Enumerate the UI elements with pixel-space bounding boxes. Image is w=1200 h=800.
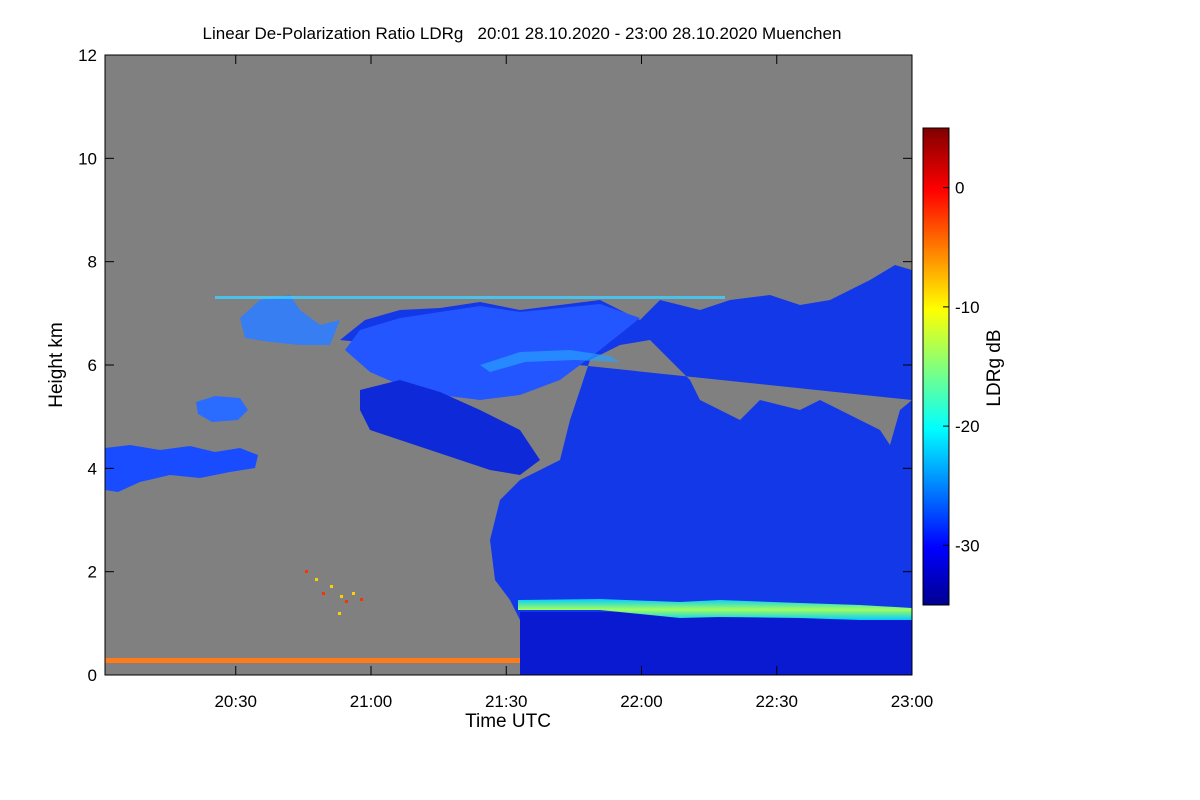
heatmap-cloud-upper-left <box>240 295 340 345</box>
colorbar-tick-label: -30 <box>955 536 980 555</box>
chart-title: Linear De-Polarization Ratio LDRg 20:01 … <box>203 24 842 43</box>
heatmap-aerosol-layer <box>105 658 525 663</box>
heatmap-boundary-layer <box>520 612 912 675</box>
plot-area <box>105 55 912 675</box>
heatmap-cloud-upper <box>345 304 640 400</box>
heatmap-cloud-left <box>105 445 258 492</box>
y-axis: 0 2 4 6 8 10 12 <box>78 46 912 685</box>
y-tick-label: 6 <box>88 356 97 375</box>
heatmap-layer-7km <box>215 296 725 299</box>
heatmap-depol-band <box>518 599 912 620</box>
y-tick-label: 2 <box>88 563 97 582</box>
heatmap-cloud-main <box>340 265 912 675</box>
heatmap-cloud-middle <box>360 380 540 475</box>
y-tick-label: 10 <box>78 149 97 168</box>
y-tick-label: 12 <box>78 46 97 65</box>
x-tick-label: 21:30 <box>485 692 528 711</box>
colorbar <box>922 127 950 606</box>
x-tick-label: 22:30 <box>755 692 798 711</box>
y-axis-label: Height km <box>46 322 67 408</box>
colorbar-label: LDRg dB <box>984 329 1005 406</box>
colorbar-tick-label: 0 <box>955 179 964 198</box>
colorbar-tick-label: -10 <box>955 298 980 317</box>
y-tick-label: 0 <box>88 666 97 685</box>
heatmap-cloud-small <box>196 396 248 422</box>
x-axis-label: Time UTC <box>465 711 551 732</box>
x-tick-label: 22:00 <box>620 692 663 711</box>
x-axis: 20:30 21:00 21:30 22:00 22:30 23:00 <box>214 55 933 711</box>
y-tick-label: 4 <box>88 459 97 478</box>
x-tick-label: 23:00 <box>891 692 934 711</box>
colorbar-ticks: 0 -10 -20 -30 <box>943 179 980 555</box>
y-tick-label: 8 <box>88 253 97 272</box>
x-tick-label: 20:30 <box>214 692 257 711</box>
heatmap-speckles <box>305 570 363 615</box>
x-tick-label: 21:00 <box>350 692 393 711</box>
heatmap-streak <box>480 350 620 372</box>
colorbar-tick-label: -20 <box>955 417 980 436</box>
